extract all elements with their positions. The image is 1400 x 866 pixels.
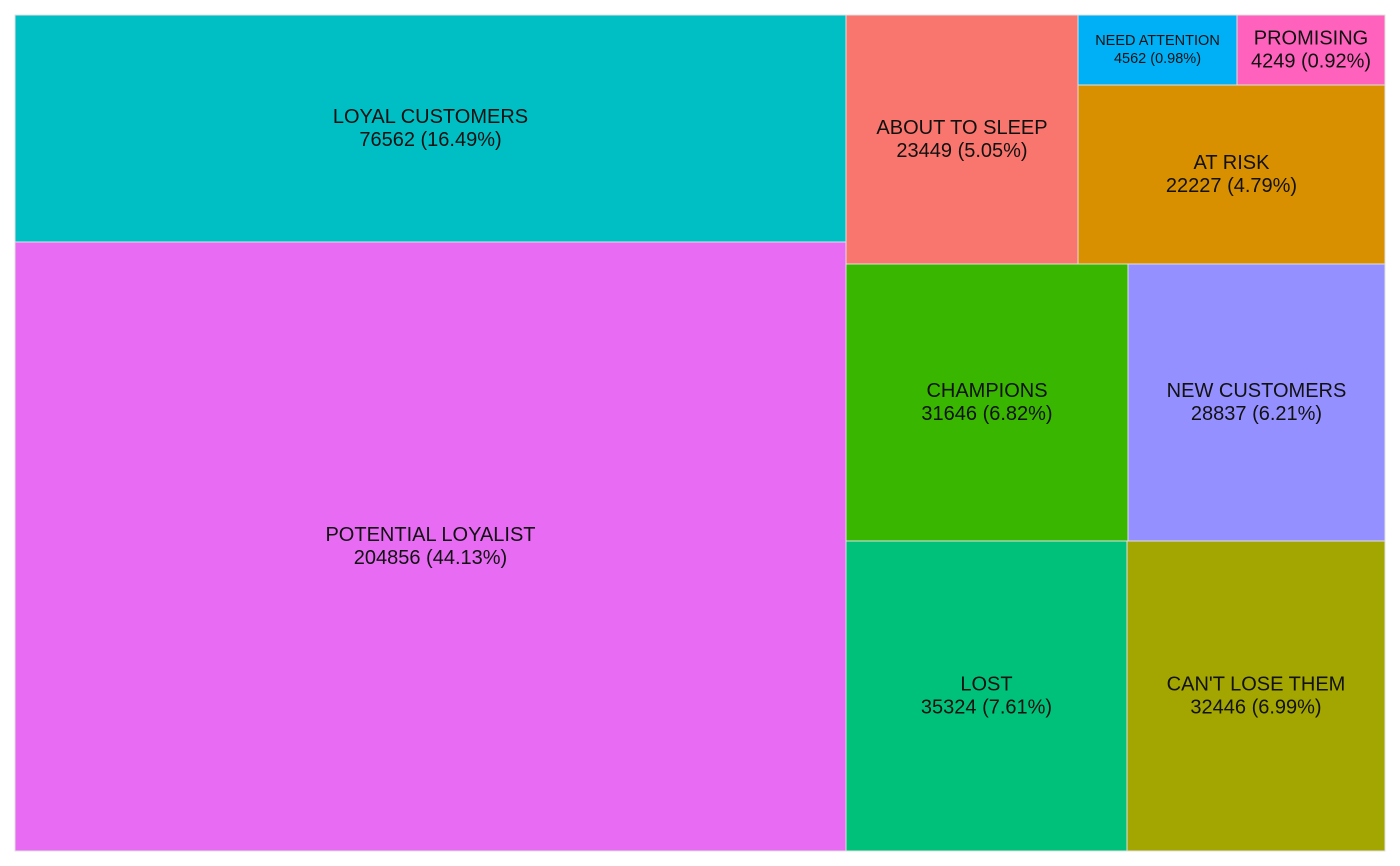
tile-rect (14, 241, 847, 852)
tile-value-label: 32446 (6.99%) (1190, 697, 1321, 719)
tile-value-label: 35324 (7.61%) (921, 697, 1052, 719)
tile-label: AT RISK (1194, 152, 1271, 174)
tile-rect (14, 14, 847, 243)
tile-label: POTENTIAL LOYALIST (325, 524, 535, 546)
tile-rect (1077, 84, 1386, 265)
tile-value-label: 23449 (5.05%) (896, 140, 1027, 162)
tile-label: LOST (960, 674, 1012, 696)
tile-value-label: 4249 (0.92%) (1251, 51, 1371, 73)
tile-need-attention: NEED ATTENTION 4562 (0.98%) (1077, 14, 1238, 86)
tile-value-label: 4562 (0.98%) (1114, 51, 1201, 67)
tile-label: ABOUT TO SLEEP (876, 117, 1047, 139)
tile-rect (1127, 263, 1386, 542)
tile-label: PROMISING (1254, 28, 1368, 50)
tile-label: LOYAL CUSTOMERS (333, 106, 528, 128)
tile-value-label: 31646 (6.82%) (921, 403, 1052, 425)
tile-rect (1077, 14, 1238, 86)
tile-value-label: 204856 (44.13%) (354, 547, 507, 569)
tile-value-label: 76562 (16.49%) (359, 129, 501, 151)
tile-rect (1126, 540, 1386, 852)
tile-value-label: 28837 (6.21%) (1191, 403, 1322, 425)
tile-label: CAN'T LOSE THEM (1167, 674, 1346, 696)
tile-value-label: 22227 (4.79%) (1166, 175, 1297, 197)
tile-label: NEED ATTENTION (1095, 33, 1220, 49)
tile-rect (845, 263, 1129, 542)
tile-rect (845, 14, 1079, 265)
tile-label: CHAMPIONS (926, 380, 1047, 402)
tile-label: NEW CUSTOMERS (1167, 380, 1347, 402)
tile-rect (1236, 14, 1386, 86)
